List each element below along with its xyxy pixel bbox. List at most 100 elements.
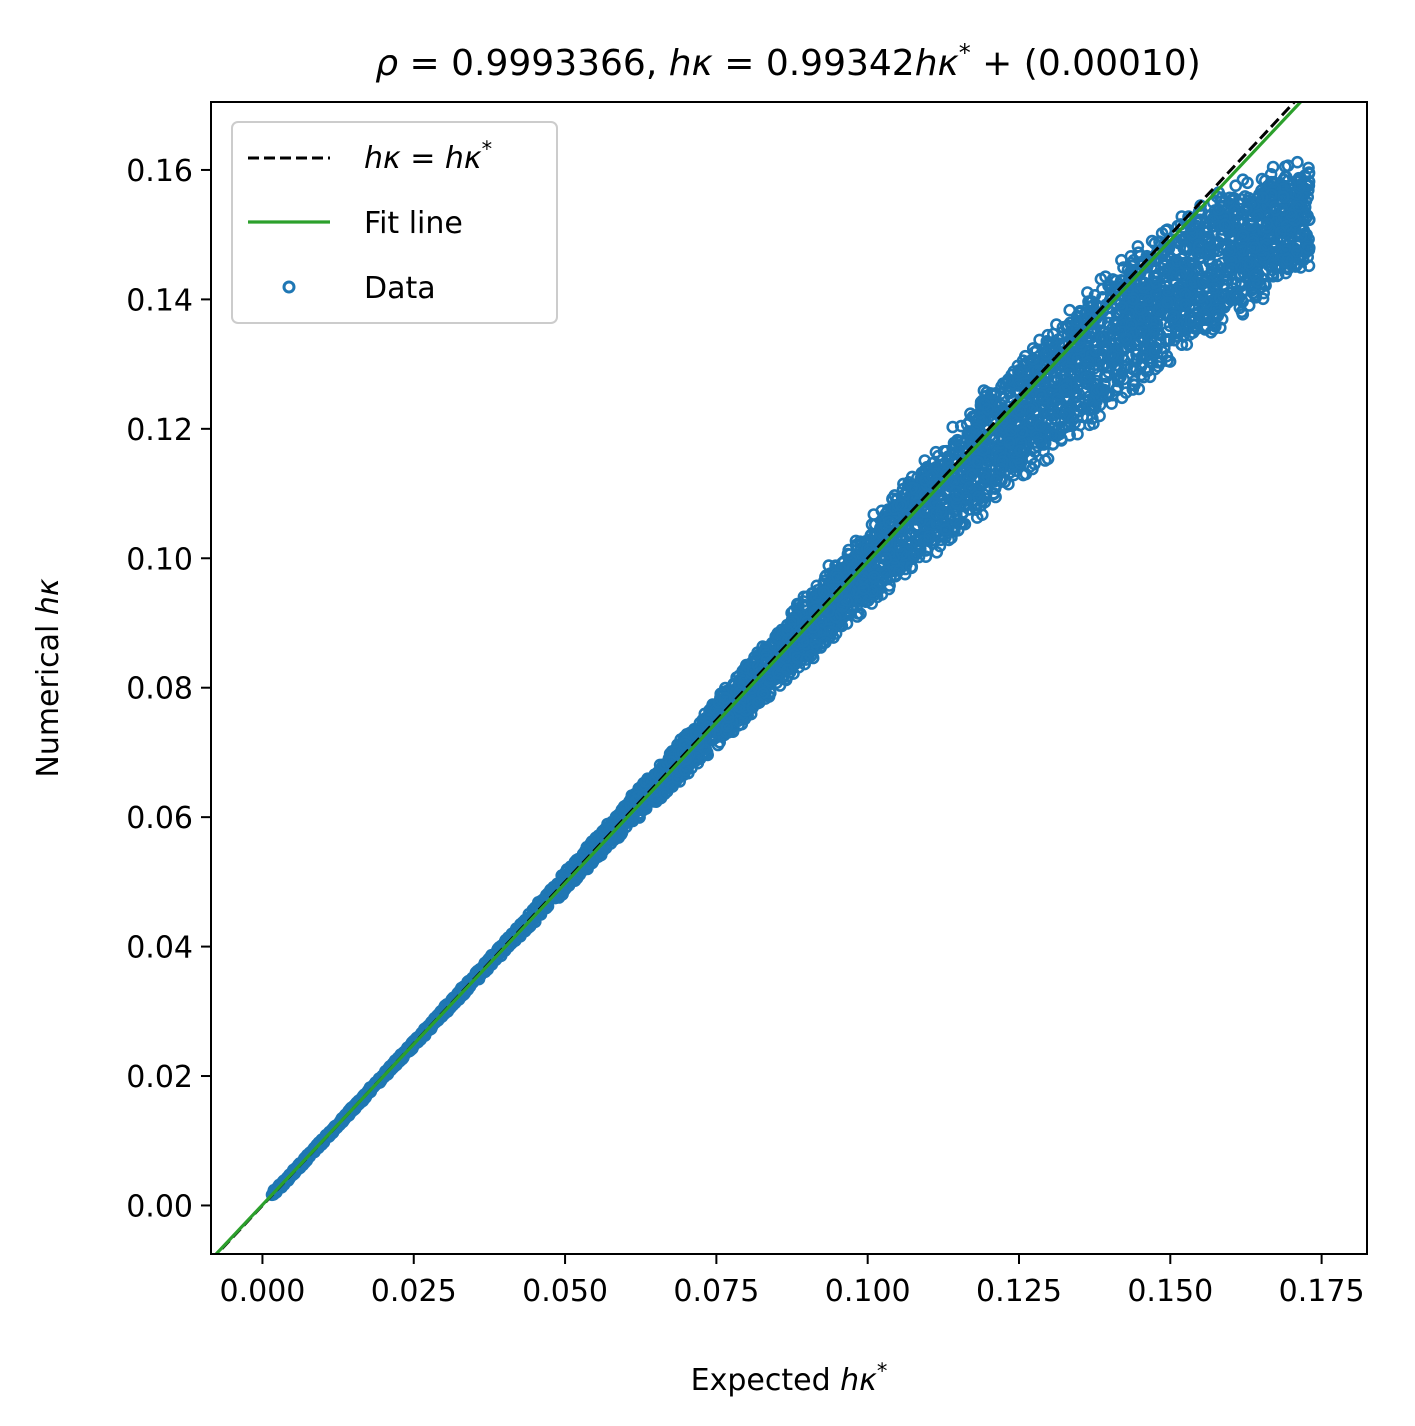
data-point xyxy=(1301,242,1315,255)
data-point xyxy=(997,421,1011,435)
data-point xyxy=(1234,193,1248,206)
data-point xyxy=(790,597,804,611)
data-point xyxy=(1154,333,1167,346)
data-point xyxy=(1120,332,1133,345)
data-point xyxy=(1151,304,1165,317)
data-point xyxy=(733,700,746,714)
data-point xyxy=(959,471,973,485)
data-point xyxy=(1013,404,1027,417)
data-point xyxy=(1025,413,1039,426)
data-point xyxy=(875,523,888,537)
data-point xyxy=(1149,275,1163,289)
data-point xyxy=(1087,417,1100,430)
plot-area xyxy=(213,102,1316,1254)
data-point xyxy=(972,490,985,504)
data-point xyxy=(984,387,998,400)
chart-title: ρ = 0.9993366, hκ = 0.99342hκ* + (0.0001… xyxy=(375,39,1201,84)
data-point xyxy=(1001,373,1015,386)
data-point xyxy=(1240,202,1253,216)
data-point xyxy=(1207,323,1220,336)
data-point xyxy=(781,624,794,637)
data-point xyxy=(1082,355,1095,369)
data-point xyxy=(1110,318,1123,332)
data-point xyxy=(1127,292,1140,306)
data-point xyxy=(413,1030,427,1044)
data-point xyxy=(1063,364,1076,378)
data-point xyxy=(1171,254,1184,268)
data-point xyxy=(1039,347,1053,361)
data-point xyxy=(893,539,906,553)
data-point xyxy=(1225,276,1239,290)
data-point xyxy=(1162,284,1175,298)
data-point xyxy=(1231,291,1244,304)
data-point xyxy=(790,602,804,615)
data-point xyxy=(1050,318,1063,331)
data-point xyxy=(954,419,968,433)
data-point xyxy=(970,511,984,524)
data-point xyxy=(784,617,797,630)
data-point xyxy=(995,474,1008,488)
data-point xyxy=(1218,210,1232,223)
data-point xyxy=(1248,288,1262,302)
data-point xyxy=(620,811,634,824)
data-point xyxy=(1251,209,1264,223)
data-point xyxy=(427,1016,441,1030)
data-point xyxy=(703,703,716,717)
data-point xyxy=(840,594,854,608)
data-point xyxy=(910,547,923,561)
data-point xyxy=(1276,182,1290,195)
data-point xyxy=(918,505,931,519)
data-point xyxy=(909,521,923,535)
data-point xyxy=(989,490,1002,504)
data-point xyxy=(928,496,942,510)
data-point xyxy=(969,503,983,517)
data-point xyxy=(1163,355,1177,368)
data-point xyxy=(912,550,926,564)
data-point xyxy=(1130,343,1144,357)
data-point xyxy=(760,648,773,662)
data-point xyxy=(1212,203,1225,216)
data-point xyxy=(1112,359,1125,372)
data-point xyxy=(1049,375,1062,389)
data-point xyxy=(1083,295,1097,308)
data-point xyxy=(326,1122,340,1136)
data-point xyxy=(799,653,813,666)
data-point xyxy=(1167,309,1180,323)
data-point xyxy=(1020,373,1033,387)
data-point xyxy=(1217,288,1230,302)
data-point xyxy=(1055,432,1068,446)
data-point xyxy=(1251,275,1265,289)
data-point xyxy=(892,564,906,577)
data-point xyxy=(658,787,672,801)
data-point xyxy=(969,422,983,436)
data-point xyxy=(1034,388,1048,402)
data-point xyxy=(1203,237,1217,250)
data-point xyxy=(1289,260,1302,273)
data-point xyxy=(1198,260,1211,274)
data-point xyxy=(756,686,770,700)
data-point xyxy=(963,425,977,439)
data-point xyxy=(1126,383,1140,396)
data-point xyxy=(365,1082,378,1096)
data-point xyxy=(867,570,881,584)
data-point xyxy=(709,703,722,717)
data-point xyxy=(1179,240,1192,253)
data-point xyxy=(1161,296,1174,309)
data-point xyxy=(948,513,962,526)
data-point xyxy=(1218,300,1231,314)
data-point xyxy=(811,583,825,597)
data-point xyxy=(1193,213,1207,227)
data-point xyxy=(1192,205,1206,218)
data-point xyxy=(415,1028,429,1041)
data-point xyxy=(977,384,991,397)
data-point xyxy=(989,386,1003,400)
data-point xyxy=(1133,302,1147,316)
data-point xyxy=(904,560,918,574)
data-point xyxy=(933,539,947,553)
data-point xyxy=(1041,349,1055,363)
data-point xyxy=(1209,268,1222,282)
data-point xyxy=(1229,179,1242,192)
data-point xyxy=(963,481,977,494)
data-point xyxy=(277,1178,291,1191)
